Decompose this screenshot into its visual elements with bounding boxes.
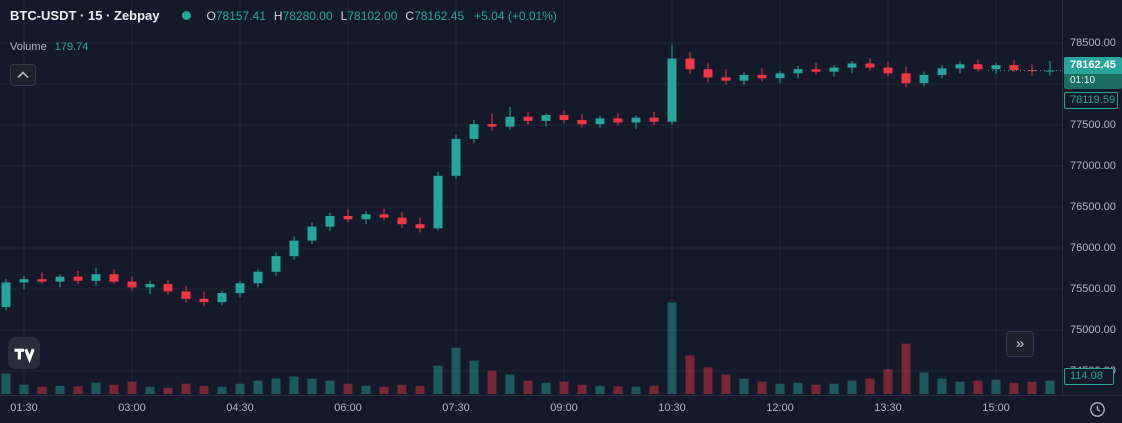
double-chevron-right-icon: » (1015, 334, 1025, 352)
chevron-up-icon (17, 71, 29, 79)
chart-legend: BTC-USDT · 15 · Zebpay O78157.41 H78280.… (10, 8, 557, 53)
price-axis-label: 76500.00 (1070, 200, 1116, 213)
time-axis-label: 07:30 (442, 402, 470, 414)
time-axis[interactable]: 01:30 03:00 04:30 06:00 07:30 09:00 10:30 12:00… (0, 395, 1122, 423)
open-value: O78157.41 (206, 8, 266, 23)
close-value: C78162.45 (405, 8, 465, 23)
time-axis-label: 15:00 (982, 402, 1010, 414)
high-value: H78280.00 (273, 8, 333, 23)
volume-value: 179.74 (54, 41, 89, 53)
clock-icon (1090, 402, 1105, 417)
price-axis-label: 78500.00 (1070, 36, 1116, 49)
last-price-badge: 78162.45 01:10 (1064, 57, 1122, 89)
price-axis-label: 77000.00 (1070, 159, 1116, 172)
last-price-value: 78162.45 (1064, 57, 1122, 74)
time-axis-label: 13:30 (874, 402, 902, 414)
price-axis-label: 75000.00 (1070, 323, 1116, 336)
price-axis[interactable]: 74500.0075000.0075500.0076000.0076500.00… (1062, 0, 1122, 395)
candlestick-chart-canvas[interactable] (0, 0, 1062, 395)
tradingview-logo-icon (14, 348, 35, 364)
time-axis-label: 04:30 (226, 402, 254, 414)
price-axis-label: 75500.00 (1070, 282, 1116, 295)
low-value: L78102.00 (340, 8, 398, 23)
timezone-clock-button[interactable] (1089, 401, 1106, 418)
time-axis-label: 01:30 (10, 402, 38, 414)
price-axis-label: 76000.00 (1070, 241, 1116, 254)
time-axis-label: 06:00 (334, 402, 362, 414)
time-axis-label: 10:30 (658, 402, 686, 414)
bar-countdown: 01:10 (1064, 74, 1122, 89)
time-axis-label: 03:00 (118, 402, 146, 414)
time-axis-label: 09:00 (550, 402, 578, 414)
volume-axis-label: 114.08 (1064, 368, 1114, 385)
time-axis-label: 12:00 (766, 402, 794, 414)
legend-collapse-button[interactable] (10, 64, 36, 86)
change-value: +5.04 (+0.01%) (474, 8, 557, 23)
price-axis-label: 77500.00 (1070, 118, 1116, 131)
volume-label: Volume (10, 41, 47, 53)
market-status-dot (181, 11, 191, 20)
symbol-title[interactable]: BTC-USDT · 15 · Zebpay (10, 8, 160, 23)
symbol-ohlc-row: BTC-USDT · 15 · Zebpay O78157.41 H78280.… (10, 8, 557, 23)
go-to-realtime-button[interactable]: » (1006, 331, 1034, 357)
tradingview-logo-button[interactable] (8, 337, 40, 369)
secondary-price-label: 78119.59 (1064, 92, 1118, 109)
volume-legend-row: Volume 179.74 (10, 41, 557, 53)
